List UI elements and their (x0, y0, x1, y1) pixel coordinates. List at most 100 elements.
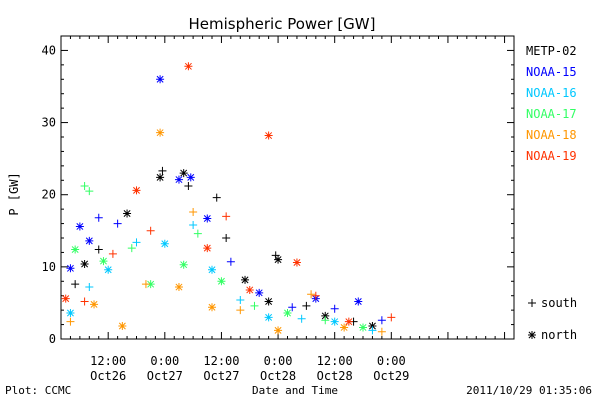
data-point-south (193, 229, 202, 238)
data-point-north (99, 257, 108, 266)
data-point-north (118, 322, 127, 331)
data-point-north (123, 209, 132, 218)
data-point-north (344, 317, 353, 326)
data-point-south (297, 314, 306, 323)
legend-entry: NOAA-18 (526, 128, 577, 142)
data-point-north (80, 259, 89, 268)
data-point-north (90, 300, 99, 309)
series-noaa-15 (66, 75, 386, 325)
data-point-south (330, 304, 339, 313)
data-point-north (174, 283, 183, 292)
data-point-north (156, 75, 165, 84)
y-tick-label: 30 (42, 116, 56, 130)
data-point-north (208, 265, 216, 274)
series-metp-02 (71, 166, 377, 331)
data-point-south (85, 283, 94, 292)
data-point-north (104, 265, 113, 274)
data-point-north (184, 62, 193, 71)
data-point-north (179, 260, 188, 269)
series-noaa-17 (71, 182, 367, 332)
data-point-north (61, 294, 70, 303)
data-point-south (85, 187, 94, 196)
data-point-north (66, 309, 75, 318)
marker-legend-symbol (528, 331, 536, 339)
data-point-north (292, 258, 301, 267)
marker-legend-label: south (541, 296, 577, 310)
data-point-north (283, 309, 292, 318)
y-tick-label: 20 (42, 188, 56, 202)
data-point-south (302, 301, 311, 310)
data-point-south (288, 303, 297, 312)
legend-entry: METP-02 (526, 44, 577, 58)
data-point-north (208, 303, 216, 312)
data-point-south (127, 244, 136, 253)
series-noaa-18 (66, 128, 386, 336)
x-tick-time-label: 0:00 (377, 354, 406, 368)
data-point-south (236, 306, 245, 315)
data-point-south (189, 221, 198, 230)
y-tick-label: 10 (42, 260, 56, 274)
data-point-north (264, 297, 273, 306)
y-axis-label: P [GW] (7, 172, 21, 215)
data-point-south (80, 297, 89, 306)
data-point-north (330, 317, 339, 326)
data-point-south (158, 166, 167, 175)
data-point-south (222, 212, 231, 221)
marker-legend-label: north (541, 328, 577, 342)
data-point-north (132, 186, 141, 195)
marker-legend-symbol (528, 299, 536, 307)
data-point-south (94, 245, 103, 254)
data-point-south (71, 280, 80, 289)
data-point-south (212, 193, 221, 202)
data-point-south (226, 257, 235, 266)
data-point-south (387, 313, 396, 322)
data-point-south (132, 238, 141, 247)
data-point-north (264, 131, 273, 140)
x-axis-label: Date and Time (252, 384, 338, 397)
x-tick-date-label: Oct27 (147, 369, 183, 383)
data-point-north (179, 169, 188, 178)
data-point-south (66, 317, 75, 326)
series-noaa-19 (61, 62, 396, 326)
data-point-north (160, 239, 169, 248)
data-point-north (368, 322, 377, 331)
x-tick-time-label: 0:00 (150, 354, 179, 368)
x-tick-date-label: Oct29 (373, 369, 409, 383)
x-axis: 12:00Oct260:00Oct2712:00Oct270:00Oct2812… (60, 36, 515, 383)
data-point-south (141, 280, 150, 289)
data-point-north (146, 280, 155, 289)
legend-entry: NOAA-16 (526, 86, 577, 100)
data-point-north (274, 326, 283, 335)
data-point-south (222, 234, 231, 242)
data-point-north (264, 313, 273, 322)
plot-frame (60, 35, 515, 340)
y-tick-label: 0 (49, 332, 56, 346)
data-point-south (377, 327, 386, 336)
data-point-south (94, 213, 103, 222)
x-tick-time-label: 0:00 (264, 354, 293, 368)
x-tick-date-label: Oct28 (317, 369, 353, 383)
plot-credit: Plot: CCMC (5, 384, 71, 397)
plot-timestamp: 2011/10/29 01:35:06 (466, 384, 592, 397)
data-point-south (368, 326, 377, 335)
data-point-south (189, 208, 198, 217)
legend-entry: NOAA-15 (526, 65, 577, 79)
chart-title: Hemispheric Power [GW] (189, 15, 376, 33)
data-point-south (250, 301, 259, 310)
data-point-north (85, 236, 94, 245)
data-point-north (156, 173, 165, 182)
data-point-north (203, 214, 212, 223)
data-point-south (80, 182, 89, 191)
data-point-north (359, 323, 367, 332)
data-point-north (274, 255, 283, 264)
data-point-south (113, 219, 122, 228)
marker-legend: south north (528, 296, 577, 342)
data-point-north (174, 175, 183, 184)
data-point-south (307, 290, 316, 299)
data-point-north (156, 128, 165, 137)
x-tick-date-label: Oct28 (260, 369, 296, 383)
x-tick-date-label: Oct26 (90, 369, 126, 383)
data-point-south (146, 226, 155, 235)
data-point-north (75, 222, 84, 231)
